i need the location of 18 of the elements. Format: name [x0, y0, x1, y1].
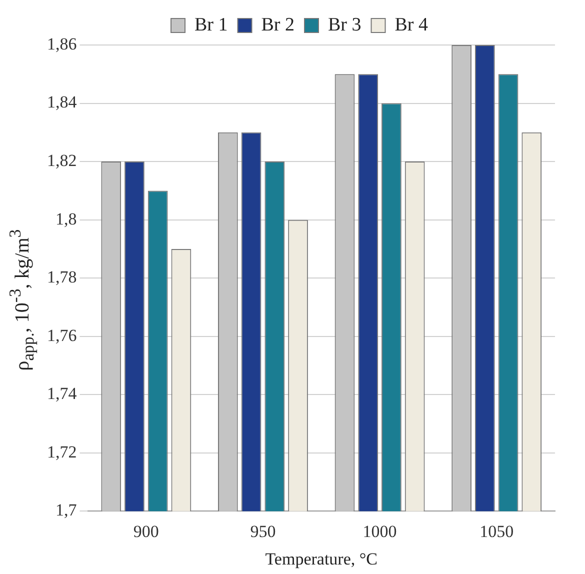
y-tick-label: 1,7	[56, 500, 78, 520]
legend-label: Br 3	[328, 14, 362, 36]
y-tick-label: 1,78	[47, 268, 77, 287]
x-tick-label: 1000	[362, 522, 397, 541]
y-tick-label: 1,84	[47, 92, 78, 112]
y-tick-label: 1,74	[47, 384, 78, 404]
legend-label: Br 2	[261, 14, 294, 36]
legend-label: Br 4	[394, 14, 428, 36]
y-tick-label: 1,72	[47, 442, 77, 462]
x-axis-title: Temperature, °C	[265, 549, 378, 568]
y-tick-label: 1,86	[47, 34, 77, 54]
legend-label: Br 1	[194, 14, 228, 36]
y-tick-label: 1,76	[47, 326, 77, 345]
x-tick-label: 950	[250, 522, 276, 541]
y-tick-label: 1,82	[47, 151, 77, 170]
x-tick-label: 900	[133, 522, 159, 541]
x-tick-label: 1050	[480, 522, 514, 541]
y-tick-label: 1,8	[56, 209, 77, 228]
